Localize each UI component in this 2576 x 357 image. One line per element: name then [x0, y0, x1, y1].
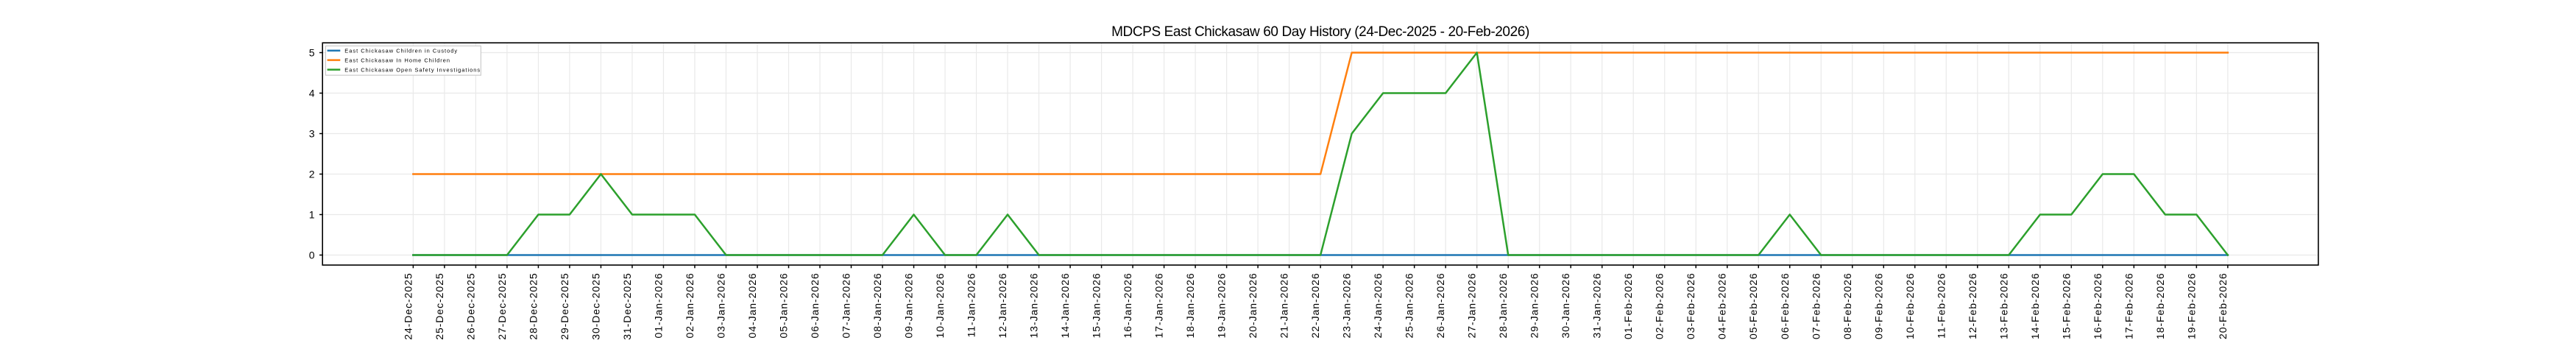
svg-text:09-Jan-2026: 09-Jan-2026 [903, 272, 915, 338]
svg-text:1: 1 [309, 209, 315, 221]
svg-text:24-Jan-2026: 24-Jan-2026 [1372, 272, 1384, 338]
svg-text:03-Jan-2026: 03-Jan-2026 [715, 272, 726, 338]
svg-text:05-Jan-2026: 05-Jan-2026 [778, 272, 790, 338]
svg-text:02-Jan-2026: 02-Jan-2026 [684, 272, 696, 338]
svg-text:3: 3 [309, 128, 315, 140]
svg-text:5: 5 [309, 47, 315, 59]
svg-text:15-Feb-2026: 15-Feb-2026 [2060, 272, 2072, 339]
svg-text:30-Dec-2025: 30-Dec-2025 [590, 272, 601, 339]
svg-text:02-Feb-2026: 02-Feb-2026 [1654, 272, 1666, 339]
svg-text:22-Jan-2026: 22-Jan-2026 [1309, 272, 1321, 338]
svg-text:28-Jan-2026: 28-Jan-2026 [1497, 272, 1509, 338]
svg-text:23-Jan-2026: 23-Jan-2026 [1341, 272, 1353, 338]
svg-text:06-Jan-2026: 06-Jan-2026 [809, 272, 821, 338]
svg-text:17-Jan-2026: 17-Jan-2026 [1153, 272, 1165, 338]
svg-text:4: 4 [309, 88, 315, 99]
svg-text:12-Feb-2026: 12-Feb-2026 [1967, 272, 1978, 339]
svg-text:13-Feb-2026: 13-Feb-2026 [1998, 272, 2009, 339]
svg-text:16-Feb-2026: 16-Feb-2026 [2092, 272, 2103, 339]
svg-text:East Chickasaw Children in Cus: East Chickasaw Children in Custody [344, 47, 458, 54]
svg-text:11-Feb-2026: 11-Feb-2026 [1935, 272, 1947, 339]
svg-text:21-Jan-2026: 21-Jan-2026 [1278, 272, 1290, 338]
svg-text:16-Jan-2026: 16-Jan-2026 [1122, 272, 1133, 338]
svg-text:27-Jan-2026: 27-Jan-2026 [1466, 272, 1478, 338]
svg-text:09-Feb-2026: 09-Feb-2026 [1872, 272, 1884, 339]
svg-text:28-Dec-2025: 28-Dec-2025 [527, 272, 539, 339]
svg-text:08-Jan-2026: 08-Jan-2026 [871, 272, 883, 338]
svg-text:27-Dec-2025: 27-Dec-2025 [496, 272, 508, 339]
svg-text:13-Jan-2026: 13-Jan-2026 [1028, 272, 1040, 338]
svg-text:19-Jan-2026: 19-Jan-2026 [1216, 272, 1228, 338]
svg-text:0: 0 [309, 250, 315, 261]
svg-text:20-Feb-2026: 20-Feb-2026 [2217, 272, 2229, 339]
svg-text:08-Feb-2026: 08-Feb-2026 [1841, 272, 1853, 339]
svg-text:25-Dec-2025: 25-Dec-2025 [434, 272, 445, 339]
svg-text:30-Jan-2026: 30-Jan-2026 [1560, 272, 1571, 338]
svg-text:01-Feb-2026: 01-Feb-2026 [1622, 272, 1634, 339]
svg-text:06-Feb-2026: 06-Feb-2026 [1779, 272, 1791, 339]
svg-text:25-Jan-2026: 25-Jan-2026 [1404, 272, 1415, 338]
svg-text:MDCPS East Chickasaw 60 Day Hi: MDCPS East Chickasaw 60 Day History (24-… [1111, 24, 1529, 40]
svg-text:11-Jan-2026: 11-Jan-2026 [966, 272, 977, 337]
svg-text:10-Feb-2026: 10-Feb-2026 [1904, 272, 1916, 339]
svg-text:14-Jan-2026: 14-Jan-2026 [1059, 272, 1071, 338]
svg-text:04-Feb-2026: 04-Feb-2026 [1716, 272, 1728, 339]
svg-text:17-Feb-2026: 17-Feb-2026 [2123, 272, 2134, 339]
svg-text:2: 2 [309, 169, 315, 180]
svg-text:31-Dec-2025: 31-Dec-2025 [621, 272, 633, 339]
svg-text:18-Jan-2026: 18-Jan-2026 [1184, 272, 1196, 338]
svg-text:26-Dec-2025: 26-Dec-2025 [464, 272, 476, 339]
svg-text:26-Jan-2026: 26-Jan-2026 [1434, 272, 1446, 338]
svg-text:East Chickasaw Open Safety Inv: East Chickasaw Open Safety Investigation… [344, 66, 481, 73]
svg-text:29-Dec-2025: 29-Dec-2025 [559, 272, 570, 339]
svg-text:14-Feb-2026: 14-Feb-2026 [2029, 272, 2041, 339]
svg-text:18-Feb-2026: 18-Feb-2026 [2154, 272, 2166, 339]
svg-text:07-Feb-2026: 07-Feb-2026 [1810, 272, 1822, 339]
svg-text:31-Jan-2026: 31-Jan-2026 [1591, 272, 1603, 338]
svg-text:07-Jan-2026: 07-Jan-2026 [841, 272, 852, 338]
svg-text:East Chickasaw In Home Childre: East Chickasaw In Home Children [344, 57, 450, 63]
svg-text:01-Jan-2026: 01-Jan-2026 [652, 272, 664, 338]
svg-text:24-Dec-2025: 24-Dec-2025 [402, 272, 414, 339]
svg-text:05-Feb-2026: 05-Feb-2026 [1747, 272, 1759, 339]
svg-text:15-Jan-2026: 15-Jan-2026 [1091, 272, 1103, 338]
svg-text:29-Jan-2026: 29-Jan-2026 [1529, 272, 1540, 338]
svg-text:20-Jan-2026: 20-Jan-2026 [1247, 272, 1259, 338]
svg-text:04-Jan-2026: 04-Jan-2026 [746, 272, 758, 338]
svg-text:10-Jan-2026: 10-Jan-2026 [934, 272, 946, 338]
svg-text:19-Feb-2026: 19-Feb-2026 [2185, 272, 2197, 339]
svg-text:12-Jan-2026: 12-Jan-2026 [997, 272, 1008, 338]
svg-text:03-Feb-2026: 03-Feb-2026 [1685, 272, 1696, 339]
